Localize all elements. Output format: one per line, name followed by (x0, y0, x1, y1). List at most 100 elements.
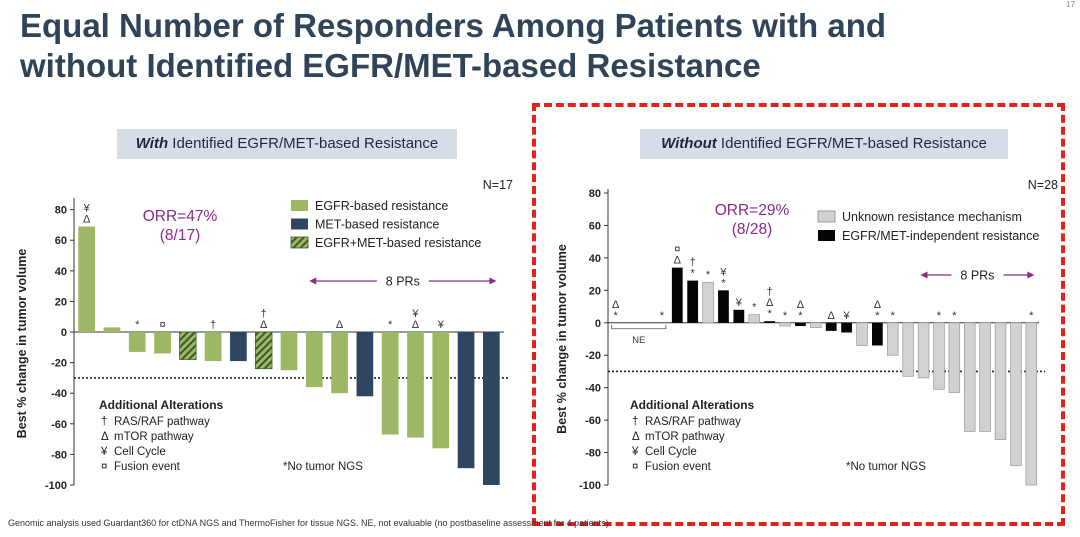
c0-legend-label-1: MET-based resistance (315, 218, 439, 232)
c1-bar-mark-7-1: * (721, 277, 726, 289)
highlight-box (532, 103, 1065, 526)
c1-bar-7 (718, 290, 729, 323)
c0-bar-9 (305, 332, 323, 388)
c1-bar-24 (979, 322, 991, 432)
c1-bar-mark-4-0: ¤ (674, 244, 680, 256)
page-title: Equal Number of Responders Among Patient… (20, 6, 1020, 86)
c0-no-ngs-note: *No tumor NGS (283, 461, 363, 473)
c0-y-tick-label-4: 0 (61, 327, 67, 339)
c1-bar-10 (764, 321, 776, 323)
c0-bar-12 (381, 332, 399, 435)
c0-bar-3 (154, 332, 171, 354)
c1-alteration-symbol-0: † (632, 416, 638, 428)
c1-y-tick-label-5: -20 (585, 350, 601, 362)
c1-bar-mark-8-0: ¥ (735, 297, 743, 309)
c0-orr-label: ORR=47% (143, 208, 218, 225)
c1-n-label: N=28 (1028, 178, 1058, 192)
c0-bar-11 (356, 332, 374, 397)
c1-ne-label: NE (632, 335, 645, 346)
c1-bar-mark-9-0: * (752, 302, 757, 314)
c1-bar-mark-10-0: † (767, 286, 773, 298)
c0-prs-arrow-left-head (309, 277, 317, 285)
c0-alteration-symbol-0: † (101, 416, 107, 428)
c0-bar-mark-7-1: Δ (260, 319, 268, 331)
c0-y-axis-label: Best % change in tumor volume (15, 249, 29, 439)
corner-mark: 17 (1066, 0, 1075, 9)
c1-orr-label: ORR=29% (715, 202, 790, 219)
c1-legend-swatch-1 (818, 230, 835, 241)
c0-y-tick-label-6: -40 (51, 388, 67, 400)
c1-alterations-title: Additional Alterations (630, 398, 755, 412)
c1-alteration-label-0: RAS/RAF pathway (645, 416, 741, 428)
c1-bar-20 (917, 322, 930, 379)
c0-bar-mark-13-0: ¥ (411, 308, 419, 320)
c1-alteration-label-2: Cell Cycle (645, 446, 697, 458)
right-panel-header: Without Identified EGFR/MET-based Resist… (640, 129, 1008, 159)
c1-y-tick-label-7: -60 (585, 415, 601, 427)
c0-y-tick-label-9: -100 (45, 480, 67, 492)
c1-legend-swatch-0 (817, 210, 836, 223)
c1-bar-mark-15-0: ¥ (843, 310, 851, 322)
c1-prs-arrow-left-head (920, 271, 928, 279)
left-panel-header-rest: Identified EGFR/MET-based Resistance (168, 135, 439, 152)
c1-y-tick-label-0: 80 (589, 188, 601, 200)
c1-bar-11 (779, 322, 791, 327)
c1-bar-18 (887, 322, 899, 356)
c0-bar-mark-7-0: † (261, 308, 267, 320)
c0-bar-mark-10-0: Δ (336, 319, 344, 331)
c1-y-tick-label-1: 60 (589, 220, 601, 232)
c1-bar-22 (948, 322, 961, 393)
left-panel-header-em: With (135, 135, 169, 152)
c0-legend-swatch-1 (291, 218, 308, 230)
c0-orr-count: (8/17) (160, 227, 201, 244)
c0-alteration-label-3: Fusion event (114, 461, 181, 473)
footnote: Genomic analysis used Guardant360 for ct… (8, 518, 612, 528)
c1-legend-label-1: EGFR/MET-independent resistance (842, 229, 1039, 243)
c0-bar-1 (103, 327, 121, 333)
c1-y-axis-label: Best % change in tumor volume (555, 244, 569, 434)
c1-ne-bracket (611, 324, 667, 330)
c0-y-tick-label-7: -60 (51, 419, 67, 431)
c1-prs-label: 8 PRs (960, 269, 994, 283)
c0-bar-mark-0-1: Δ (83, 213, 91, 225)
c1-y-tick-label-2: 40 (589, 253, 601, 265)
waterfall-chart-left: 80 60 40 20 0 -20 -40 -60 -80 -100 Best % change i… (15, 178, 513, 492)
c1-bar-mark-12-0: Δ (797, 299, 805, 311)
c1-bar-mark-11-0: * (783, 310, 788, 322)
c0-y-tick-label-3: 20 (55, 296, 67, 308)
c1-bar-mark-17-1: * (875, 310, 880, 322)
c0-alteration-label-2: Cell Cycle (114, 446, 166, 458)
c0-bar-15 (457, 332, 475, 469)
c0-prs-arrow-right-head (489, 277, 497, 285)
c1-bar-26 (1010, 322, 1022, 466)
c1-bar-mark-27-0: * (1029, 310, 1034, 322)
c0-y-tick-label-8: -80 (51, 449, 67, 461)
right-panel-header-em: Without (661, 135, 717, 152)
c1-alteration-symbol-2: ¥ (631, 446, 639, 458)
c0-y-tick-label-1: 60 (55, 235, 67, 247)
c0-bar-16 (483, 332, 500, 485)
c1-bar-mark-17-0: Δ (874, 299, 882, 311)
c1-alteration-symbol-3: ¤ (632, 461, 638, 473)
c1-bar-19 (902, 322, 914, 377)
c1-bar-25 (994, 322, 1007, 440)
c0-prs-label-bg (376, 273, 429, 289)
c1-bar-6 (702, 281, 714, 324)
c1-bar-17 (871, 322, 883, 346)
c0-bar-7 (255, 331, 273, 370)
c0-bar-6 (230, 332, 247, 362)
c1-bar-21 (933, 322, 945, 390)
c0-bar-8 (280, 332, 298, 371)
c1-bar-mark-0-1: * (614, 310, 619, 322)
c1-alteration-label-3: Fusion event (645, 461, 712, 473)
c0-bar-mark-13-1: Δ (412, 319, 420, 331)
c0-alteration-label-0: RAS/RAF pathway (114, 416, 210, 428)
c0-legend-swatch-0 (291, 200, 308, 211)
c1-bar-8 (733, 309, 745, 323)
c1-bar-mark-10-2: * (767, 308, 772, 320)
c1-bar-27 (1025, 322, 1038, 486)
c1-bar-mark-7-0: ¥ (719, 266, 727, 278)
c0-legend-swatch-2 (290, 236, 309, 249)
c0-alteration-symbol-2: ¥ (100, 446, 108, 458)
c1-legend-label-0: Unknown resistance mechanism (842, 210, 1022, 224)
